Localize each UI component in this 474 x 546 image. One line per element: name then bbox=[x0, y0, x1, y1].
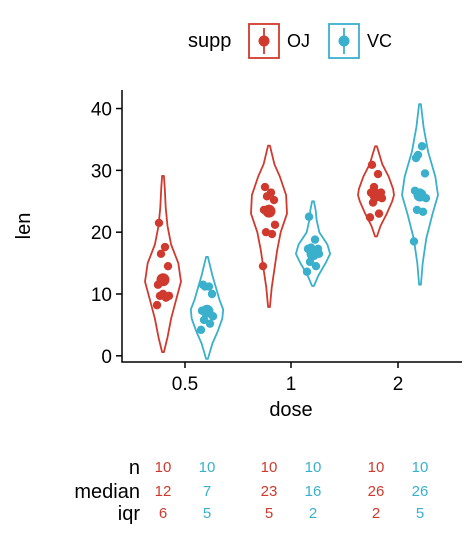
data-point bbox=[369, 182, 379, 192]
summary-value: 26 bbox=[368, 483, 385, 500]
violin-vc-1 bbox=[295, 200, 331, 287]
data-point bbox=[160, 242, 170, 252]
data-point bbox=[365, 213, 375, 222]
data-point bbox=[205, 319, 215, 328]
data-point bbox=[153, 280, 163, 289]
data-point bbox=[196, 325, 206, 335]
violin-oj-1 bbox=[250, 144, 288, 308]
data-point bbox=[302, 267, 312, 276]
data-point bbox=[270, 220, 280, 229]
x-axis-title: dose bbox=[269, 399, 312, 421]
data-point bbox=[259, 205, 269, 215]
data-point bbox=[154, 218, 164, 228]
x-tick-label: 1 bbox=[286, 374, 297, 395]
data-point bbox=[304, 212, 314, 221]
data-point bbox=[376, 188, 386, 197]
summary-value: 16 bbox=[305, 483, 322, 500]
data-point bbox=[412, 205, 422, 215]
legend-label-vc: VC bbox=[367, 31, 392, 51]
axes: dose len bbox=[13, 90, 462, 421]
summary-value: 10 bbox=[261, 459, 278, 476]
summary-value: 10 bbox=[155, 459, 172, 476]
data-point bbox=[199, 315, 209, 325]
data-point bbox=[411, 153, 421, 163]
summary-value: 7 bbox=[203, 483, 211, 500]
data-point bbox=[373, 169, 383, 179]
summary-value: 23 bbox=[261, 483, 278, 500]
summary-value: 5 bbox=[203, 505, 211, 522]
data-point bbox=[367, 160, 377, 169]
data-point bbox=[163, 261, 173, 271]
x-tick-label: 2 bbox=[393, 374, 404, 395]
summary-value: 6 bbox=[159, 505, 167, 522]
summary-value: 2 bbox=[372, 505, 380, 522]
y-tick-label: 10 bbox=[91, 285, 112, 306]
data-point bbox=[368, 198, 378, 207]
legend-title: supp bbox=[188, 30, 231, 52]
legend-key-vc bbox=[328, 23, 360, 59]
data-point bbox=[152, 300, 162, 310]
data-point bbox=[156, 249, 166, 259]
data-point bbox=[258, 261, 268, 271]
summary-row-label: median bbox=[74, 481, 140, 503]
summary-value: 10 bbox=[199, 459, 216, 476]
data-point bbox=[198, 280, 208, 289]
legend-label-oj: OJ bbox=[287, 31, 310, 51]
summary-value: 10 bbox=[305, 459, 322, 476]
legend-items: OJ VC bbox=[248, 23, 392, 59]
data-point bbox=[269, 195, 279, 205]
y-tick-label: 0 bbox=[101, 347, 112, 368]
data-point bbox=[305, 257, 315, 267]
data-point bbox=[207, 289, 217, 299]
summary-row-label: n bbox=[129, 457, 140, 479]
data-point bbox=[310, 235, 320, 244]
data-point bbox=[409, 237, 419, 246]
y-tick-label: 30 bbox=[91, 161, 112, 182]
data-point bbox=[306, 243, 316, 252]
data-point bbox=[313, 244, 323, 254]
data-point bbox=[410, 186, 420, 195]
violin-oj-2 bbox=[357, 145, 395, 238]
data-points bbox=[152, 142, 431, 335]
data-point bbox=[260, 182, 270, 192]
data-point bbox=[420, 169, 430, 178]
summary-value: 5 bbox=[265, 505, 273, 522]
x-tick-label: 0.5 bbox=[172, 374, 198, 395]
legend-key-dot bbox=[338, 35, 350, 47]
data-point bbox=[208, 312, 218, 321]
data-point bbox=[266, 188, 276, 197]
data-point bbox=[421, 193, 431, 203]
y-tick-label: 20 bbox=[91, 223, 112, 244]
summary-table: n 10 10 10 10 10 10 median 12 7 23 16 26 26 iqr 6 5 5 2 2 5 bbox=[74, 457, 428, 525]
summary-value: 10 bbox=[368, 459, 385, 476]
violin-vc-2 bbox=[401, 103, 439, 286]
data-point bbox=[374, 209, 384, 218]
violin-vc-0.5 bbox=[189, 255, 225, 360]
summary-value: 10 bbox=[412, 459, 429, 476]
y-axis-title: len bbox=[13, 213, 35, 240]
summary-value: 2 bbox=[309, 505, 317, 522]
data-point bbox=[311, 261, 321, 271]
data-point bbox=[158, 289, 168, 299]
legend: supp bbox=[188, 30, 231, 52]
data-point bbox=[417, 142, 427, 151]
data-point bbox=[197, 306, 207, 315]
summary-value: 26 bbox=[412, 483, 429, 500]
data-point bbox=[261, 227, 271, 237]
summary-row-label: iqr bbox=[118, 503, 141, 525]
summary-value: 5 bbox=[416, 505, 424, 522]
summary-value: 12 bbox=[155, 483, 172, 500]
violins bbox=[144, 103, 439, 360]
legend-key-dot bbox=[258, 35, 270, 47]
y-tick-label: 40 bbox=[91, 100, 112, 121]
ticks: 0 10 20 30 40 0.5 1 2 bbox=[91, 100, 403, 395]
legend-key-oj bbox=[248, 23, 280, 59]
violin-oj-0.5 bbox=[144, 175, 182, 353]
